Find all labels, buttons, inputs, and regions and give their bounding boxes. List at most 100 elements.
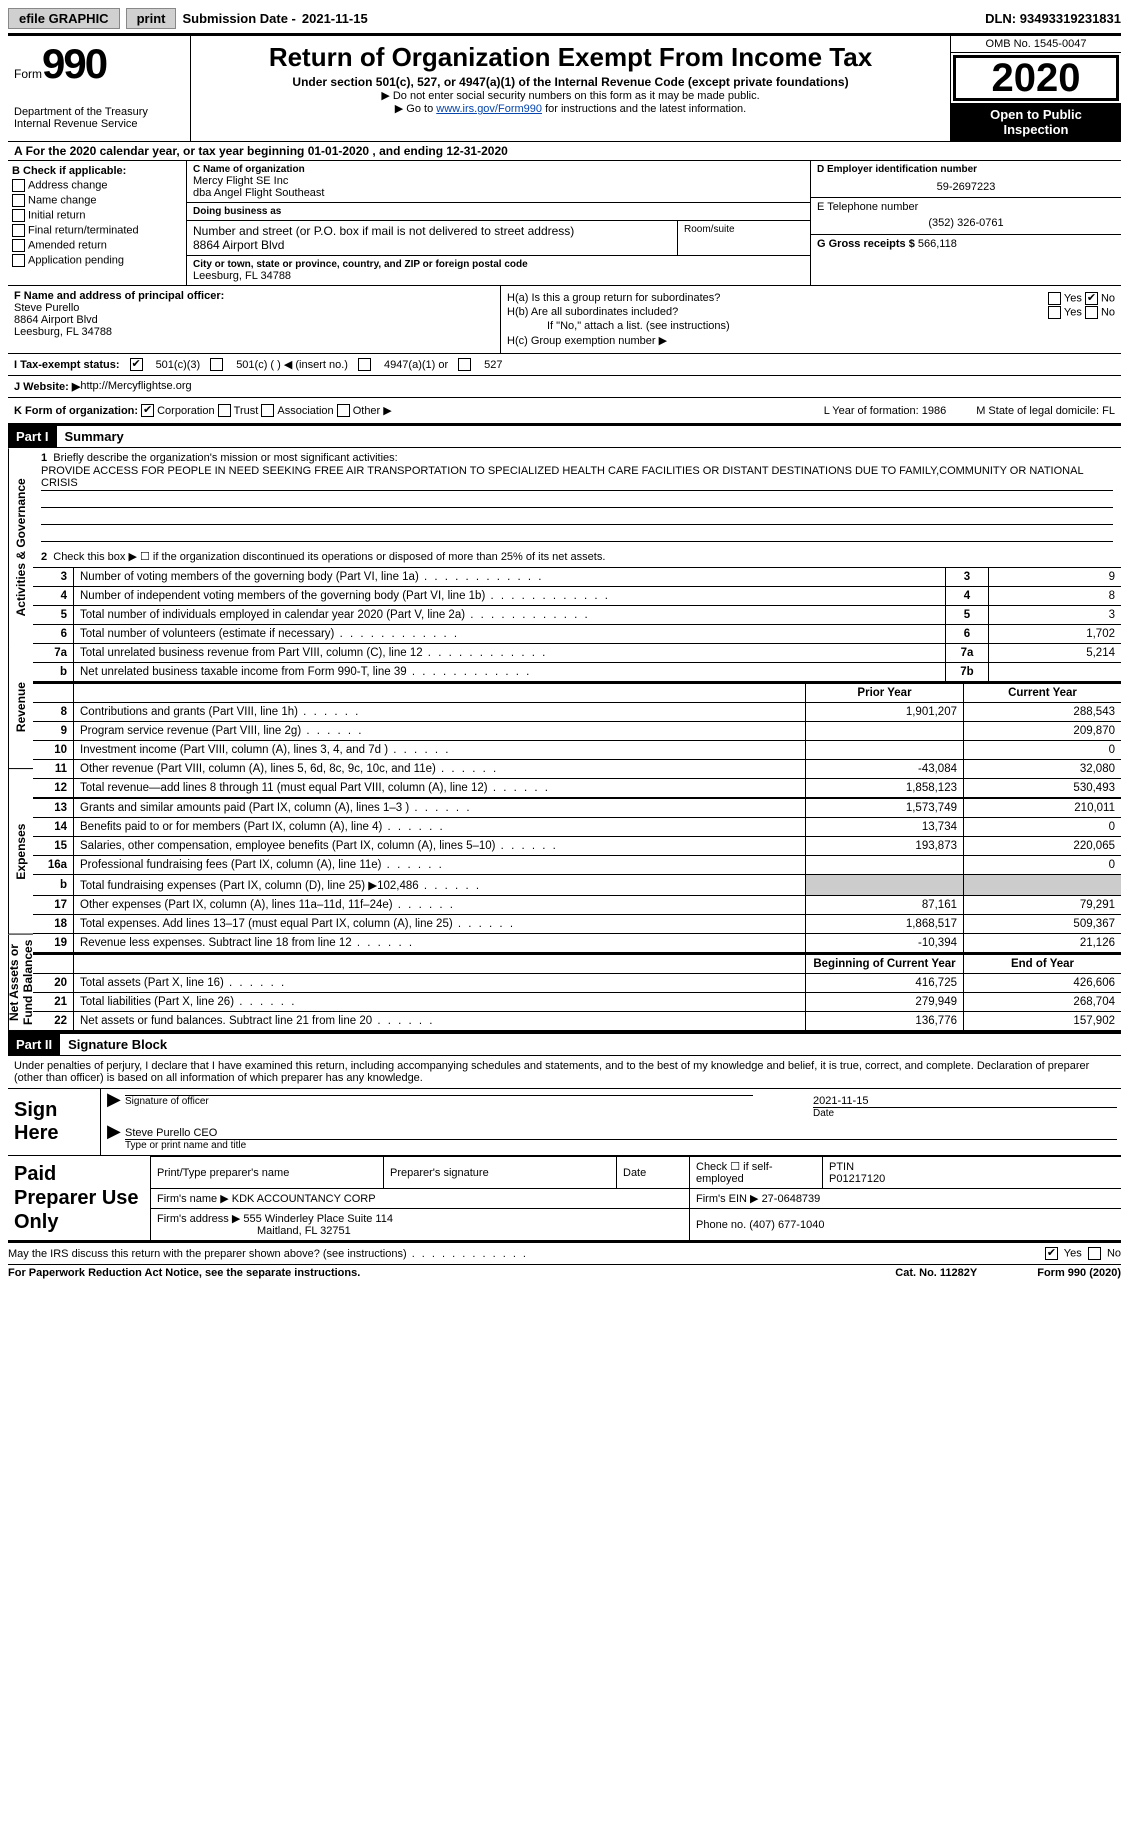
submission-label: Submission Date - <box>182 11 295 26</box>
assoc-checkbox[interactable] <box>261 404 274 417</box>
box-h: H(a) Is this a group return for subordin… <box>501 286 1121 353</box>
submission-date: 2021-11-15 <box>302 11 368 26</box>
efile-button[interactable]: efile GRAPHIC <box>8 8 120 29</box>
box-e: E Telephone number (352) 326-0761 <box>811 198 1121 235</box>
goto-link-line: Go to www.irs.gov/Form990 for instructio… <box>199 102 942 115</box>
table-row: bNet unrelated business taxable income f… <box>33 663 1121 682</box>
year-formation: L Year of formation: 1986 <box>824 405 947 417</box>
paid-preparer-table: Print/Type preparer's name Preparer's si… <box>151 1156 1121 1240</box>
org-name-2: dba Angel Flight Southeast <box>193 187 804 199</box>
gross-receipts: 566,118 <box>918 238 957 250</box>
firm-phone: (407) 677-1040 <box>749 1219 824 1231</box>
org-street: 8864 Airport Blvd <box>193 238 671 252</box>
form-subtitle: Under section 501(c), 527, or 4947(a)(1)… <box>199 75 942 89</box>
expense-table: 13Grants and similar amounts paid (Part … <box>33 798 1121 953</box>
website-row: J Website: ▶ http://Mercyflightse.org <box>8 376 1121 398</box>
state-domicile: M State of legal domicile: FL <box>976 405 1115 417</box>
side-expenses: Expenses <box>8 769 33 935</box>
firm-ein: 27-0648739 <box>762 1193 821 1205</box>
mission-text: PROVIDE ACCESS FOR PEOPLE IN NEED SEEKIN… <box>41 464 1113 491</box>
print-button[interactable]: print <box>126 8 177 29</box>
4947-checkbox[interactable] <box>358 358 371 371</box>
trust-checkbox[interactable] <box>218 404 231 417</box>
table-row: 22Net assets or fund balances. Subtract … <box>33 1012 1121 1031</box>
501c-checkbox[interactable] <box>210 358 223 371</box>
open-inspection: Open to PublicInspection <box>951 103 1121 141</box>
part2-header: Part II Signature Block <box>8 1034 1121 1056</box>
527-checkbox[interactable] <box>458 358 471 371</box>
form-title: Return of Organization Exempt From Incom… <box>199 42 942 73</box>
irs-link[interactable]: www.irs.gov/Form990 <box>436 103 542 115</box>
dln: DLN: 93493319231831 <box>985 11 1121 26</box>
firm-name: KDK ACCOUNTANCY CORP <box>232 1193 376 1205</box>
side-revenue: Revenue <box>8 647 33 769</box>
table-row: 7aTotal unrelated business revenue from … <box>33 644 1121 663</box>
table-row: 6Total number of volunteers (estimate if… <box>33 625 1121 644</box>
omb-number: OMB No. 1545-0047 <box>951 36 1121 53</box>
officer-name: Steve Purello CEO <box>125 1127 217 1139</box>
ein-value: 59-2697223 <box>817 181 1115 193</box>
discuss-yes[interactable] <box>1045 1247 1058 1260</box>
tax-exempt-status: I Tax-exempt status: 501(c)(3) 501(c) ( … <box>8 354 1121 376</box>
part1-header: Part I Summary <box>8 426 1121 448</box>
table-row: bTotal fundraising expenses (Part IX, co… <box>33 875 1121 896</box>
box-g: G Gross receipts $ 566,118 <box>811 235 1121 271</box>
side-netassets: Net Assets or Fund Balances <box>8 935 33 1031</box>
table-row: 13Grants and similar amounts paid (Part … <box>33 799 1121 818</box>
org-city: Leesburg, FL 34788 <box>193 270 804 282</box>
table-row: 11Other revenue (Part VIII, column (A), … <box>33 760 1121 779</box>
tax-year: 2020 <box>953 55 1119 101</box>
org-name-1: Mercy Flight SE Inc <box>193 175 804 187</box>
side-governance: Activities & Governance <box>8 448 33 647</box>
paid-preparer-label: Paid Preparer Use Only <box>8 1156 151 1240</box>
table-row: 10Investment income (Part VIII, column (… <box>33 741 1121 760</box>
dept-treasury: Department of the Treasury <box>14 106 184 118</box>
table-header-row: Prior YearCurrent Year <box>33 683 1121 703</box>
phone-value: (352) 326-0761 <box>817 217 1115 229</box>
ptin-value: P01217120 <box>829 1173 1115 1185</box>
netassets-table: Beginning of Current YearEnd of Year20To… <box>33 953 1121 1031</box>
discuss-no[interactable] <box>1088 1247 1101 1260</box>
corp-checkbox[interactable] <box>141 404 154 417</box>
governance-table: 3Number of voting members of the governi… <box>33 567 1121 682</box>
box-b: B Check if applicable: Address change Na… <box>8 161 187 285</box>
website-value: http://Mercyflightse.org <box>80 380 191 393</box>
table-row: 18Total expenses. Add lines 13–17 (must … <box>33 915 1121 934</box>
form-of-org: K Form of organization: Corporation Trus… <box>8 398 1121 426</box>
form-header: Form 990 Department of the Treasury Inte… <box>8 36 1121 142</box>
table-row: 4Number of independent voting members of… <box>33 587 1121 606</box>
table-row: 17Other expenses (Part IX, column (A), l… <box>33 896 1121 915</box>
perjury-declaration: Under penalties of perjury, I declare th… <box>8 1056 1121 1089</box>
box-c: C Name of organization Mercy Flight SE I… <box>187 161 810 285</box>
table-header-row: Beginning of Current YearEnd of Year <box>33 954 1121 974</box>
table-row: 3Number of voting members of the governi… <box>33 568 1121 587</box>
501c3-checkbox[interactable] <box>130 358 143 371</box>
form-number: 990 <box>42 40 106 88</box>
officer-and-group: F Name and address of principal officer:… <box>8 286 1121 354</box>
table-row: 21Total liabilities (Part X, line 26)279… <box>33 993 1121 1012</box>
form-word: Form <box>14 67 42 81</box>
box-d: D Employer identification number 59-2697… <box>811 161 1121 198</box>
top-toolbar: efile GRAPHIC print Submission Date - 20… <box>8 8 1121 29</box>
sign-here-label: Sign Here <box>8 1089 101 1155</box>
mission-block: 1 Briefly describe the organization's mi… <box>33 448 1121 567</box>
box-f: F Name and address of principal officer:… <box>8 286 501 353</box>
table-row: 14Benefits paid to or for members (Part … <box>33 818 1121 837</box>
table-row: 20Total assets (Part X, line 16)416,7254… <box>33 974 1121 993</box>
table-row: 9Program service revenue (Part VIII, lin… <box>33 722 1121 741</box>
table-row: 19Revenue less expenses. Subtract line 1… <box>33 934 1121 953</box>
table-row: 12Total revenue—add lines 8 through 11 (… <box>33 779 1121 798</box>
entity-info-grid: B Check if applicable: Address change Na… <box>8 161 1121 286</box>
irs-label: Internal Revenue Service <box>14 118 184 130</box>
ssn-notice: Do not enter social security numbers on … <box>199 89 942 102</box>
firm-addr1: 555 Winderley Place Suite 114 <box>243 1213 393 1225</box>
table-row: 15Salaries, other compensation, employee… <box>33 837 1121 856</box>
discuss-row: May the IRS discuss this return with the… <box>8 1243 1121 1264</box>
summary-body: Activities & Governance Revenue Expenses… <box>8 448 1121 1034</box>
other-checkbox[interactable] <box>337 404 350 417</box>
table-row: 8Contributions and grants (Part VIII, li… <box>33 703 1121 722</box>
tax-period: A For the 2020 calendar year, or tax yea… <box>8 142 1121 161</box>
sig-date-value: 2021-11-15 <box>813 1095 868 1107</box>
footer: For Paperwork Reduction Act Notice, see … <box>8 1264 1121 1279</box>
table-row: 16aProfessional fundraising fees (Part I… <box>33 856 1121 875</box>
